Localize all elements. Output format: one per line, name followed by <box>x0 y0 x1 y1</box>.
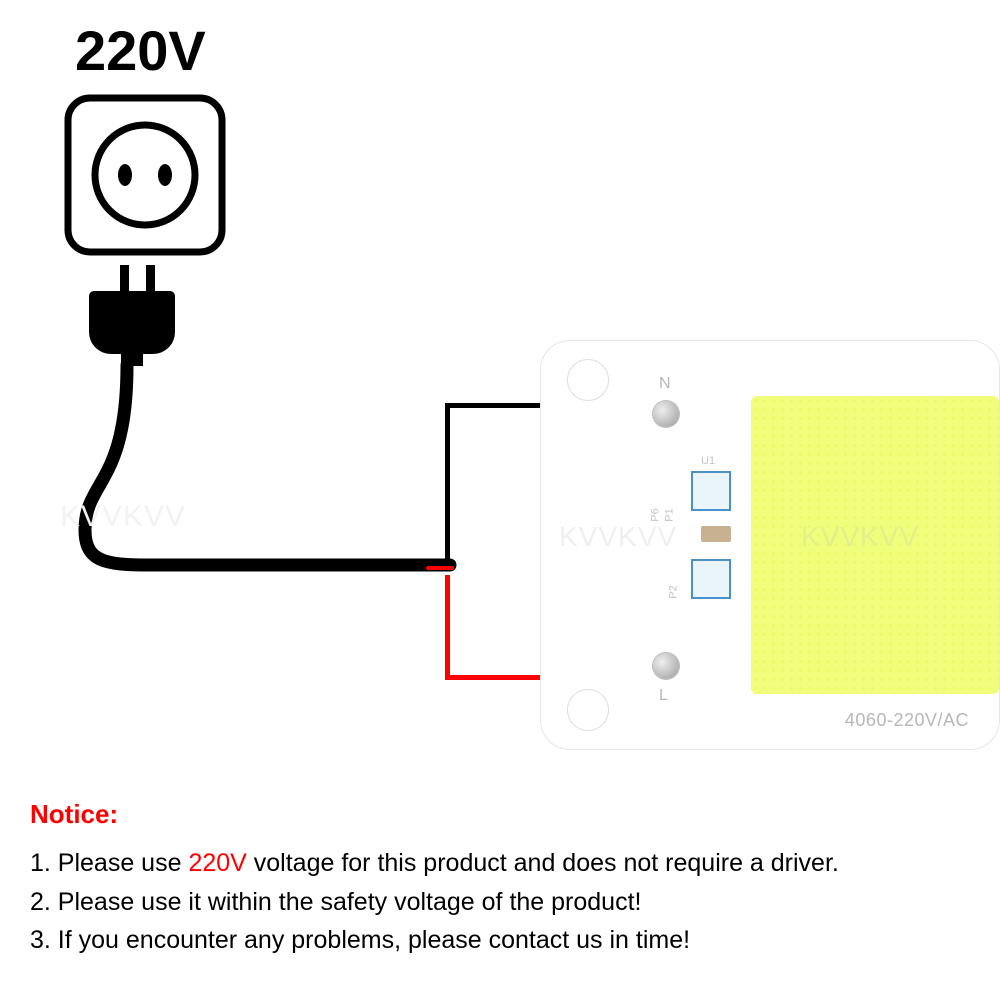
notice-voltage: 220V <box>188 849 246 877</box>
solder-pad-n <box>653 401 679 427</box>
watermark: KVVKVV <box>60 500 186 534</box>
silk-label: P6 <box>650 508 662 521</box>
ic-chip <box>691 559 731 599</box>
silk-label: P1 <box>664 508 676 521</box>
silk-label: P2 <box>668 585 680 598</box>
notice-line-1: 1. Please use 220V voltage for this prod… <box>30 844 980 883</box>
notice-line-2: 2. Please use it within the safety volta… <box>30 883 980 922</box>
smd-capacitor <box>701 526 731 542</box>
silk-label: U1 <box>701 455 715 467</box>
led-chip-board: N L U1 P1 P6 P2 4060-220V/AC KVVKVV KVVK… <box>540 340 1000 750</box>
watermark: KVVKVV <box>559 521 677 553</box>
terminal-label-l: L <box>659 687 669 705</box>
watermark: KVVKVV <box>801 521 919 553</box>
mount-hole <box>567 359 609 401</box>
chip-model-number: 4060-220V/AC <box>845 710 969 731</box>
mount-hole <box>567 689 609 731</box>
wall-outlet-icon <box>60 90 230 260</box>
notice-text: voltage for this product and does not re… <box>247 849 839 877</box>
notice-text: 1. Please use <box>30 849 188 877</box>
ic-chip <box>691 471 731 511</box>
notice-title: Notice: <box>30 799 980 830</box>
solder-pad-l <box>653 653 679 679</box>
voltage-label: 220V <box>75 18 206 83</box>
notice-section: Notice: 1. Please use 220V voltage for t… <box>30 799 980 960</box>
notice-line-3: 3. If you encounter any problems, please… <box>30 921 980 960</box>
terminal-label-n: N <box>659 375 672 393</box>
